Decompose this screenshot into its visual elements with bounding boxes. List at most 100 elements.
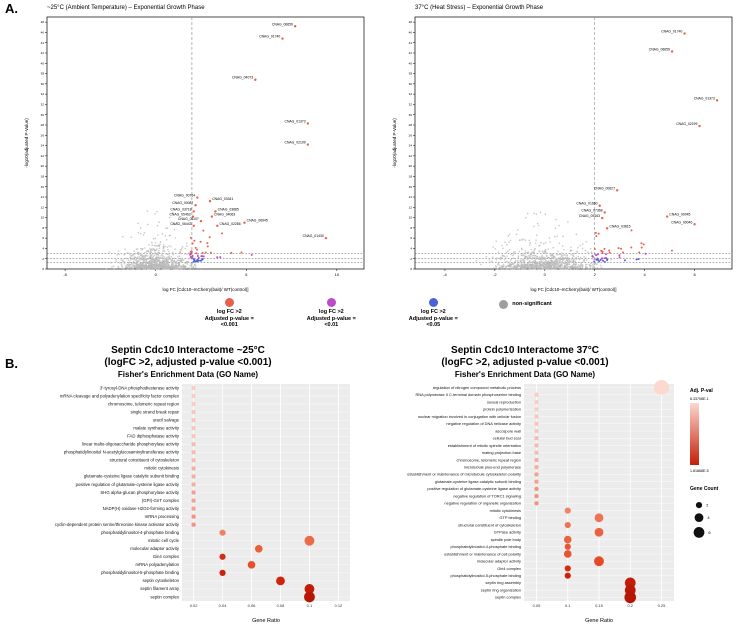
svg-text:26: 26 xyxy=(41,133,45,137)
svg-text:chromosome, telomeric repeat r: chromosome, telomeric repeat region xyxy=(108,401,180,406)
svg-text:16: 16 xyxy=(41,185,45,189)
svg-text:44: 44 xyxy=(41,41,45,45)
svg-text:CNAG_01740: CNAG_01740 xyxy=(661,29,682,33)
legend-label: log FC >2 Adjusted p-value = <0.01 xyxy=(306,309,356,329)
svg-text:molecular adaptor activity: molecular adaptor activity xyxy=(130,546,180,551)
svg-text:0.04: 0.04 xyxy=(219,603,228,608)
svg-text:0: 0 xyxy=(42,267,44,271)
svg-text:CNAG_03815: CNAG_03815 xyxy=(609,224,630,228)
svg-text:2: 2 xyxy=(594,272,597,277)
svg-text:log FC [Cdc10–mCherry(bait)/ W: log FC [Cdc10–mCherry(bait)/ WT(control)… xyxy=(162,287,248,292)
volcano-plots-row: ~25°C (Ambient Temperature) – Exponentia… xyxy=(0,0,745,294)
svg-text:5: 5 xyxy=(245,272,248,277)
svg-text:phosphatidylinositol-4-phospha: phosphatidylinositol-4-phosphate binding xyxy=(450,544,521,549)
svg-text:48: 48 xyxy=(41,20,45,24)
svg-text:mRNA processing: mRNA processing xyxy=(145,514,180,519)
svg-text:chromosome, telomeric repeat r: chromosome, telomeric repeat region xyxy=(457,457,521,462)
svg-text:ascospore wall: ascospore wall xyxy=(495,428,521,433)
svg-text:0.12: 0.12 xyxy=(335,603,344,608)
svg-text:negative regulation of organel: negative regulation of organelle organiz… xyxy=(444,500,521,505)
svg-text:establishment or maintenance o: establishment or maintenance of cell pol… xyxy=(444,551,521,556)
svg-text:46: 46 xyxy=(409,31,413,35)
enrichment-25c-plot: 0.02 0.04 0.06 0.08 0.1 0.12 3'-tyrosyl-DNA ph… xyxy=(55,383,350,624)
svg-text:-log10(adjusted P-Value): -log10(adjusted P-Value) xyxy=(24,118,29,168)
svg-text:24: 24 xyxy=(409,144,413,148)
volcano-37c-plot: 0246810121416182022242628303234363840424… xyxy=(392,16,733,292)
svg-text:CNAG_04063: CNAG_04063 xyxy=(214,213,235,217)
svg-text:8: 8 xyxy=(410,226,412,230)
svg-text:0.02: 0.02 xyxy=(190,603,199,608)
svg-text:CNAG_02286: CNAG_02286 xyxy=(219,222,240,226)
svg-text:0: 0 xyxy=(544,272,547,277)
svg-text:4: 4 xyxy=(410,247,412,251)
svg-text:Gene Ratio: Gene Ratio xyxy=(252,618,280,624)
svg-text:4: 4 xyxy=(42,247,44,251)
volcano-25c-plot: 0246810121416182022242628303234363840424… xyxy=(24,16,365,292)
svg-text:16: 16 xyxy=(409,185,413,189)
svg-text:CNAG_06659: CNAG_06659 xyxy=(272,22,293,26)
legend-label: log FC >2 Adjusted p-value = <0.001 xyxy=(204,309,254,329)
svg-text:0: 0 xyxy=(155,272,158,277)
svg-text:septin complex: septin complex xyxy=(150,594,180,599)
legend-dot-icon xyxy=(326,298,336,307)
svg-text:34: 34 xyxy=(41,92,45,96)
svg-text:glutamate-cysteine ligase cata: glutamate-cysteine ligase catalytic subu… xyxy=(84,474,180,479)
svg-text:structural constituent of cyto: structural constituent of cytoskeleton xyxy=(458,522,521,527)
svg-text:microtubule plus-end polymeras: microtubule plus-end polymerase xyxy=(464,464,521,469)
svg-text:4: 4 xyxy=(644,272,647,277)
svg-text:CNAG_01740: CNAG_01740 xyxy=(259,35,280,39)
legend-dot-icon xyxy=(224,298,234,307)
svg-text:CNAG_05163: CNAG_05163 xyxy=(579,214,600,218)
svg-text:6: 6 xyxy=(42,236,44,240)
svg-text:positive regulation of glutama: positive regulation of glutamate-cystein… xyxy=(427,486,521,491)
svg-text:20: 20 xyxy=(409,164,413,168)
svg-text:CNAG_01373: CNAG_01373 xyxy=(694,96,715,100)
svg-text:38: 38 xyxy=(41,72,45,76)
svg-text:6: 6 xyxy=(693,272,696,277)
svg-text:-2: -2 xyxy=(493,272,497,277)
svg-text:1.81868E-5: 1.81868E-5 xyxy=(690,469,709,473)
svg-text:establishment of mitotic spind: establishment of mitotic spindle orienta… xyxy=(448,443,521,448)
svg-text:CNAG_06945: CNAG_06945 xyxy=(247,219,268,223)
svg-text:cellular bud scar: cellular bud scar xyxy=(493,435,522,440)
legend-item-0: log FC >2 Adjusted p-value = <0.001 xyxy=(193,298,265,329)
svg-text:SHG alpha-glucan phosphorylase: SHG alpha-glucan phosphorylase activity xyxy=(100,490,179,495)
svg-text:2: 2 xyxy=(410,257,412,261)
svg-text:septin complex: septin complex xyxy=(495,594,521,599)
svg-text:FAD diphosphatase activity: FAD diphosphatase activity xyxy=(127,433,180,438)
svg-text:30: 30 xyxy=(409,113,413,117)
enrichment-37c-plot: 0.05 0.1 0.15 0.2 0.25 regulation of nitrogen… xyxy=(407,379,719,624)
legend-label: non-significant xyxy=(512,301,552,308)
svg-text:spindle pole body: spindle pole body xyxy=(491,537,521,542)
svg-text:CNAG_01660: CNAG_01660 xyxy=(576,202,597,206)
svg-text:single strand break repair: single strand break repair xyxy=(131,409,180,414)
panel-b-label: B. xyxy=(5,356,18,371)
svg-text:CNAG_06443: CNAG_06443 xyxy=(170,222,191,226)
svg-text:0.15: 0.15 xyxy=(595,603,604,608)
svg-text:34: 34 xyxy=(409,92,413,96)
svg-text:mRNA cleavage and polyadenylat: mRNA cleavage and polyadenylation specif… xyxy=(60,393,180,398)
svg-text:-5: -5 xyxy=(63,272,67,277)
svg-text:20: 20 xyxy=(41,164,45,168)
svg-text:establishment or maintenance o: establishment or maintenance of microtub… xyxy=(407,471,521,476)
svg-text:CNAG_00764: CNAG_00764 xyxy=(174,194,195,198)
svg-text:septin filament array: septin filament array xyxy=(140,586,180,591)
svg-text:8.33708E-1: 8.33708E-1 xyxy=(690,397,709,401)
svg-text:nuclear migration involved in: nuclear migration involved in conjugatio… xyxy=(418,414,521,419)
svg-text:mitotic cell cycle: mitotic cell cycle xyxy=(148,538,180,543)
svg-text:10: 10 xyxy=(41,216,45,220)
svg-text:CNAG_01430: CNAG_01430 xyxy=(303,234,324,238)
svg-text:28: 28 xyxy=(41,123,45,127)
svg-text:phosphatidylinositol N-acetylg: phosphatidylinositol N-acetylglucosaminy… xyxy=(64,449,180,454)
svg-text:positive regulation of glutama: positive regulation of glutamate-cystein… xyxy=(76,482,180,487)
svg-text:regulation of nitrogen compoun: regulation of nitrogen compound metaboli… xyxy=(433,385,521,390)
svg-text:6: 6 xyxy=(410,236,412,240)
svg-text:Gin4 complex: Gin4 complex xyxy=(153,554,180,559)
svg-text:24: 24 xyxy=(41,144,45,148)
panel-a-label: A. xyxy=(5,1,18,16)
svg-text:8: 8 xyxy=(42,226,44,230)
svg-text:CNAG_01373: CNAG_01373 xyxy=(285,119,306,123)
svg-text:septin ring organization: septin ring organization xyxy=(481,587,521,592)
volcano-37c-block: 37°C (Heat Stress) – Exponential Growth … xyxy=(388,5,740,294)
svg-text:26: 26 xyxy=(409,133,413,137)
